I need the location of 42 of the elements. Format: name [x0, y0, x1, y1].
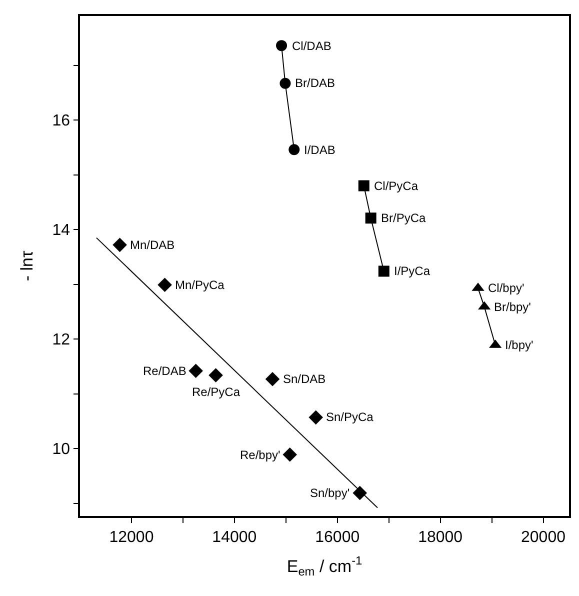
annotation: Cl/bpy' [488, 281, 524, 295]
point [288, 144, 300, 156]
point [208, 368, 223, 382]
point [112, 238, 127, 252]
point [282, 448, 298, 462]
annotation: Sn/bpy' [310, 486, 350, 500]
point [188, 364, 203, 378]
annotation: Cl/DAB [292, 39, 332, 53]
annotation: Cl/PyCa [374, 179, 418, 193]
point [265, 372, 280, 386]
annotation: Br/bpy' [494, 300, 531, 314]
annotation: Mn/PyCa [175, 278, 225, 292]
point [276, 40, 288, 52]
point [378, 266, 390, 277]
annotation: Sn/DAB [283, 372, 326, 386]
annotation: Br/PyCa [381, 211, 426, 225]
annotation: Re/bpy' [240, 448, 280, 462]
x-tick-label: 18000 [418, 528, 463, 546]
y-axis-title: - lnτ [17, 250, 36, 282]
annotation: I/bpy' [505, 338, 534, 352]
x-tick-label: 16000 [315, 528, 360, 546]
y-tick-label: 12 [52, 332, 70, 349]
point [308, 410, 323, 425]
annotation: Sn/PyCa [326, 410, 374, 424]
x-axis-title: E$_{em}$ / cm$^{-1}$ [286, 554, 363, 578]
point [358, 180, 370, 192]
x-tick-label: 20000 [521, 528, 566, 546]
annotation: I/DAB [304, 143, 336, 157]
annotation: Mn/DAB [130, 238, 175, 252]
point [280, 78, 291, 89]
y-tick-label: 10 [52, 441, 70, 458]
point [365, 212, 376, 224]
x-tick-label: 14000 [212, 528, 257, 546]
annotation: I/PyCa [394, 264, 430, 278]
annotation: Br/DAB [295, 76, 336, 90]
annotation: Re/DAB [143, 364, 186, 378]
x-tick-label: 12000 [109, 528, 154, 546]
y-tick-label: 16 [52, 112, 70, 130]
point [352, 486, 368, 500]
y-tick-label: 14 [52, 222, 70, 240]
annotation: Re/PyCa [192, 385, 240, 399]
point [158, 278, 172, 292]
